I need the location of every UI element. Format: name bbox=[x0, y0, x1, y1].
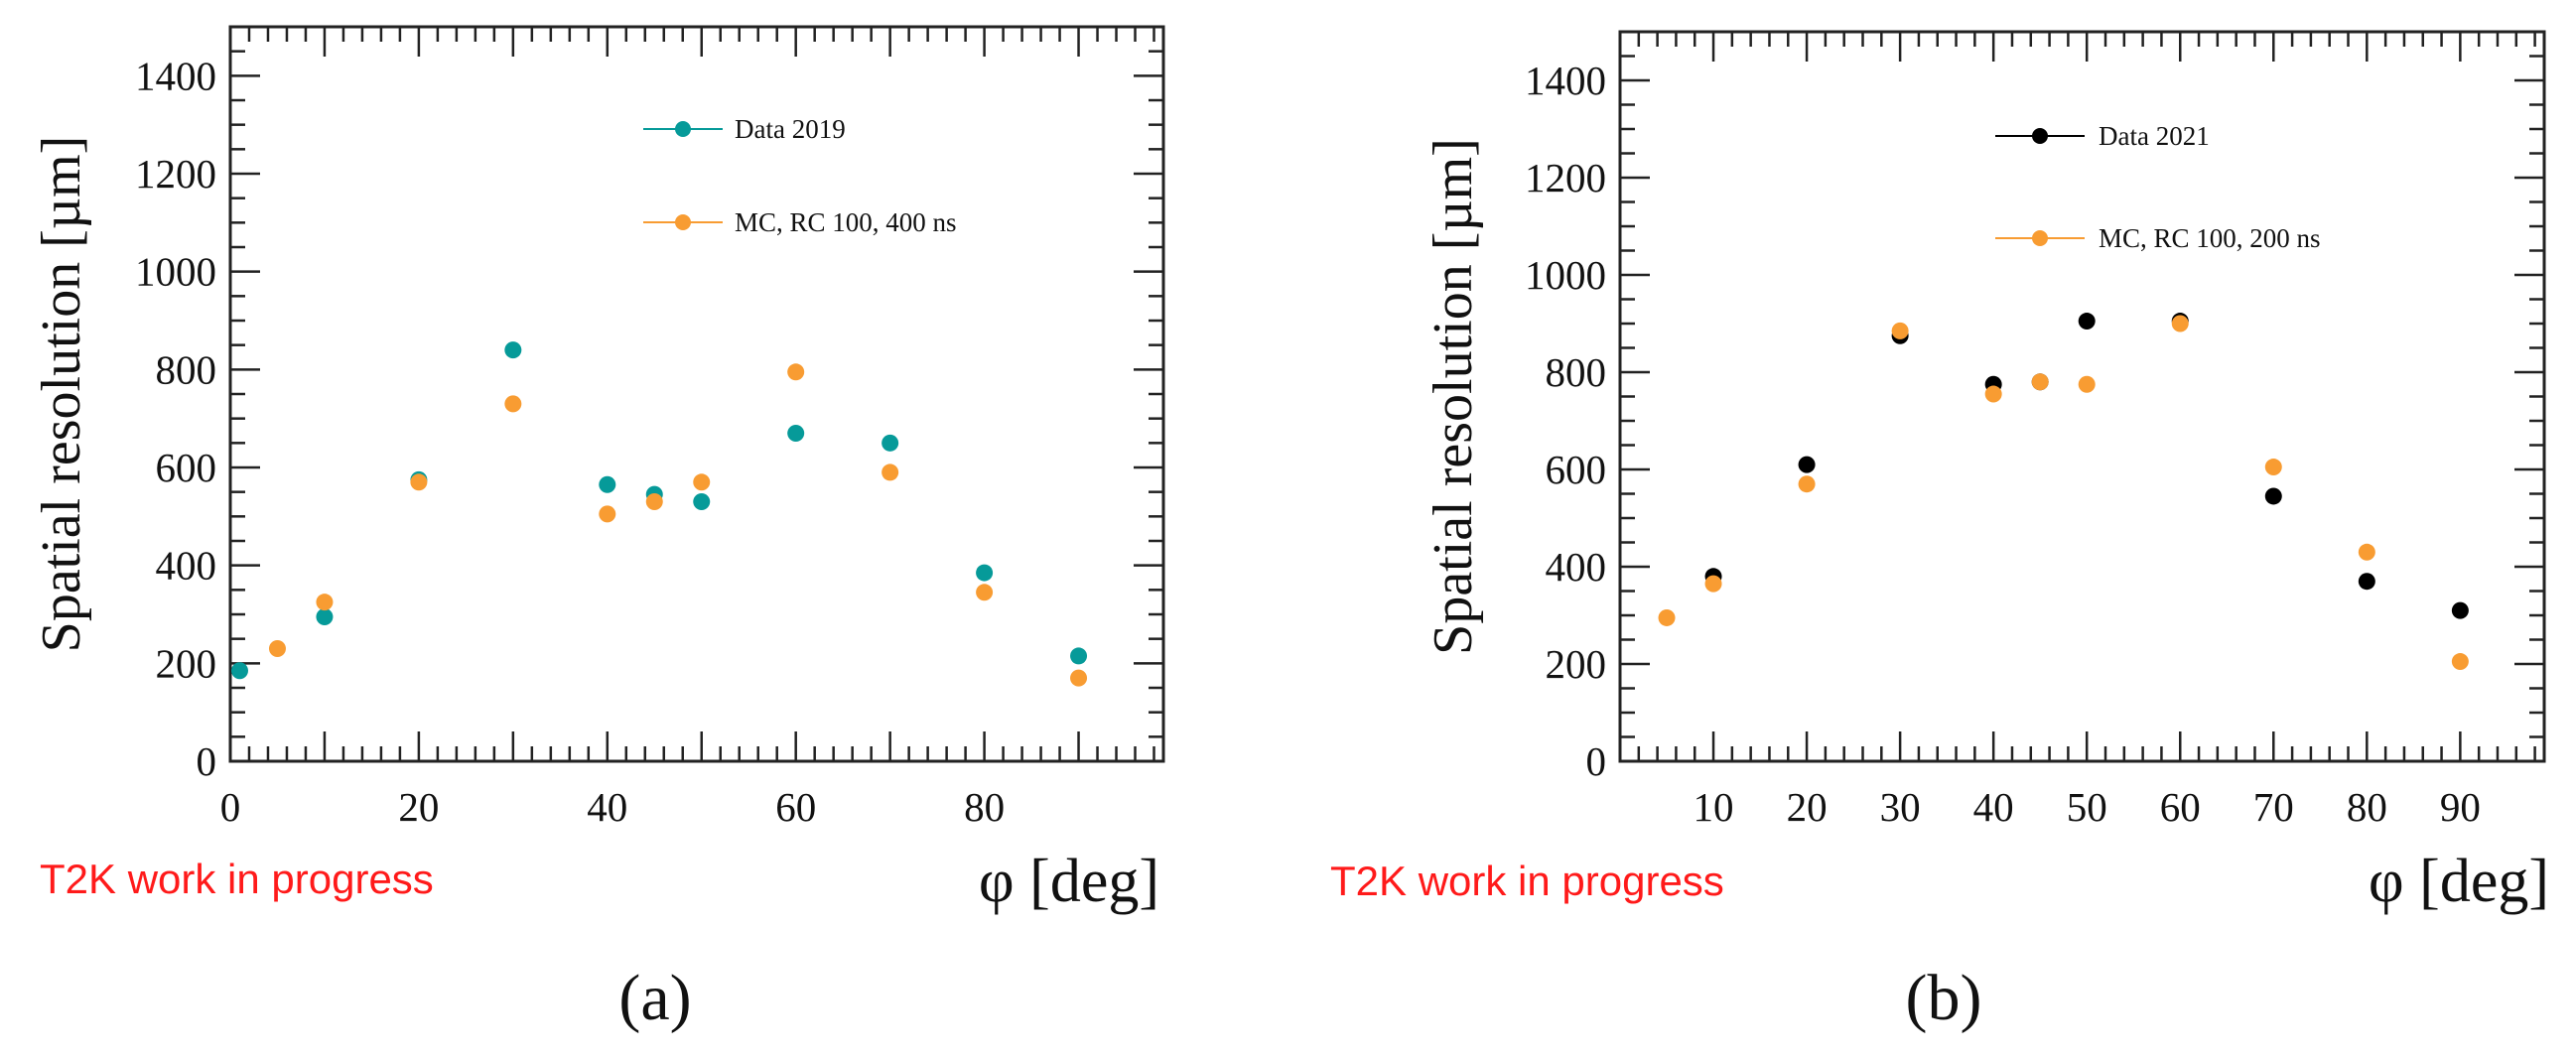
series-1 bbox=[1658, 315, 2469, 671]
data-point bbox=[2264, 487, 2282, 505]
y-tick-label: 1400 bbox=[135, 53, 216, 98]
data-point bbox=[316, 607, 334, 625]
data-point bbox=[787, 424, 805, 442]
y-tick-label: 1200 bbox=[1525, 155, 1606, 200]
data-point bbox=[1798, 475, 1816, 493]
chart-panel-a: 0 200 400 600 800 1000 1200 1400 0 20 40 60 80 Spatia… bbox=[31, 25, 1165, 915]
x-tick-label: 70 bbox=[2253, 784, 2294, 830]
work-in-progress-annotation: T2K work in progress bbox=[40, 856, 434, 902]
y-tick-label: 200 bbox=[156, 640, 217, 686]
y-tick-label: 400 bbox=[156, 543, 217, 589]
chart-panel-b: 0 200 400 600 800 1000 1200 1400 10 20 30 40 50 60 70 8… bbox=[1330, 30, 2549, 915]
y-tick-label: 1000 bbox=[1525, 252, 1606, 298]
data-point bbox=[1891, 322, 1909, 339]
data-point bbox=[2358, 573, 2375, 591]
y-tick-label: 600 bbox=[1546, 447, 1607, 492]
data-point bbox=[268, 640, 286, 658]
legend-marker bbox=[675, 214, 691, 230]
x-tick-label: 50 bbox=[2067, 784, 2107, 830]
x-axis-label: φ [deg] bbox=[979, 848, 1159, 915]
legend-entry: Data 2021 bbox=[2099, 121, 2210, 151]
data-point bbox=[881, 463, 899, 481]
data-point bbox=[2451, 601, 2469, 619]
legend-entry: MC, RC 100, 200 ns bbox=[2099, 223, 2321, 253]
data-point bbox=[2078, 313, 2096, 331]
data-point bbox=[881, 434, 899, 452]
series-0 bbox=[230, 341, 1088, 680]
legend-marker bbox=[2032, 230, 2048, 246]
y-tick-label: 600 bbox=[156, 445, 217, 490]
x-axis-label: φ [deg] bbox=[2369, 848, 2549, 915]
data-point bbox=[504, 395, 522, 413]
data-point bbox=[2171, 315, 2189, 332]
data-point bbox=[504, 341, 522, 359]
x-tick-label: 10 bbox=[1694, 784, 1734, 830]
data-point bbox=[2031, 373, 2049, 391]
x-tick-label: 60 bbox=[775, 784, 816, 830]
data-point bbox=[2358, 543, 2375, 561]
x-tick-label: 20 bbox=[1787, 784, 1828, 830]
y-tick-label: 200 bbox=[1546, 641, 1607, 687]
legend-entry: MC, RC 100, 400 ns bbox=[735, 207, 957, 237]
legend: Data 2021 MC, RC 100, 200 ns bbox=[1995, 121, 2321, 253]
data-point bbox=[230, 662, 248, 680]
data-point bbox=[645, 493, 663, 511]
data-point bbox=[599, 505, 616, 523]
panel-label: (b) bbox=[1906, 962, 1982, 1034]
legend: Data 2019 MC, RC 100, 400 ns bbox=[643, 114, 957, 237]
legend-marker bbox=[675, 121, 691, 137]
data-point bbox=[410, 473, 428, 491]
y-tick-label: 800 bbox=[156, 346, 217, 392]
x-tick-label: 80 bbox=[2347, 784, 2387, 830]
x-tick-label: 60 bbox=[2160, 784, 2201, 830]
y-axis-label: Spatial resolution [µm] bbox=[31, 136, 92, 653]
data-point bbox=[2451, 653, 2469, 671]
y-tick-label: 1200 bbox=[135, 151, 216, 197]
data-point bbox=[693, 493, 711, 511]
data-point bbox=[693, 473, 711, 491]
y-tick-label: 0 bbox=[197, 738, 217, 784]
x-tick-label: 90 bbox=[2440, 784, 2481, 830]
data-point bbox=[1070, 647, 1088, 665]
y-tick-label: 400 bbox=[1546, 544, 1607, 590]
plot-frame bbox=[228, 25, 1165, 763]
x-tick-label: 80 bbox=[964, 784, 1005, 830]
data-point bbox=[2078, 375, 2096, 393]
data-point bbox=[1070, 669, 1088, 687]
series-1 bbox=[268, 363, 1088, 687]
y-tick-label: 0 bbox=[1586, 738, 1607, 784]
data-point bbox=[2264, 459, 2282, 476]
data-point bbox=[1658, 608, 1676, 626]
y-tick-label: 800 bbox=[1546, 349, 1607, 395]
y-tick-label: 1400 bbox=[1525, 58, 1606, 103]
x-tick-label: 40 bbox=[1973, 784, 2014, 830]
legend-marker bbox=[2032, 128, 2048, 144]
data-point bbox=[1704, 575, 1722, 593]
data-point bbox=[599, 475, 616, 493]
data-point bbox=[976, 564, 994, 582]
plot-frame bbox=[1618, 30, 2546, 763]
data-point bbox=[787, 363, 805, 381]
x-tick-label: 40 bbox=[587, 784, 627, 830]
data-point bbox=[316, 594, 334, 611]
work-in-progress-annotation: T2K work in progress bbox=[1330, 858, 1724, 904]
legend-entry: Data 2019 bbox=[735, 114, 846, 144]
x-tick-label: 20 bbox=[398, 784, 439, 830]
data-point bbox=[1984, 385, 2002, 403]
series-0 bbox=[1704, 313, 2469, 619]
panel-label: (a) bbox=[618, 962, 691, 1034]
x-tick-label: 0 bbox=[220, 784, 241, 830]
data-point bbox=[976, 584, 994, 601]
y-axis-label: Spatial resolution [µm] bbox=[1423, 138, 1484, 655]
x-tick-label: 30 bbox=[1880, 784, 1921, 830]
y-tick-label: 1000 bbox=[135, 249, 216, 295]
data-point bbox=[1798, 456, 1816, 473]
